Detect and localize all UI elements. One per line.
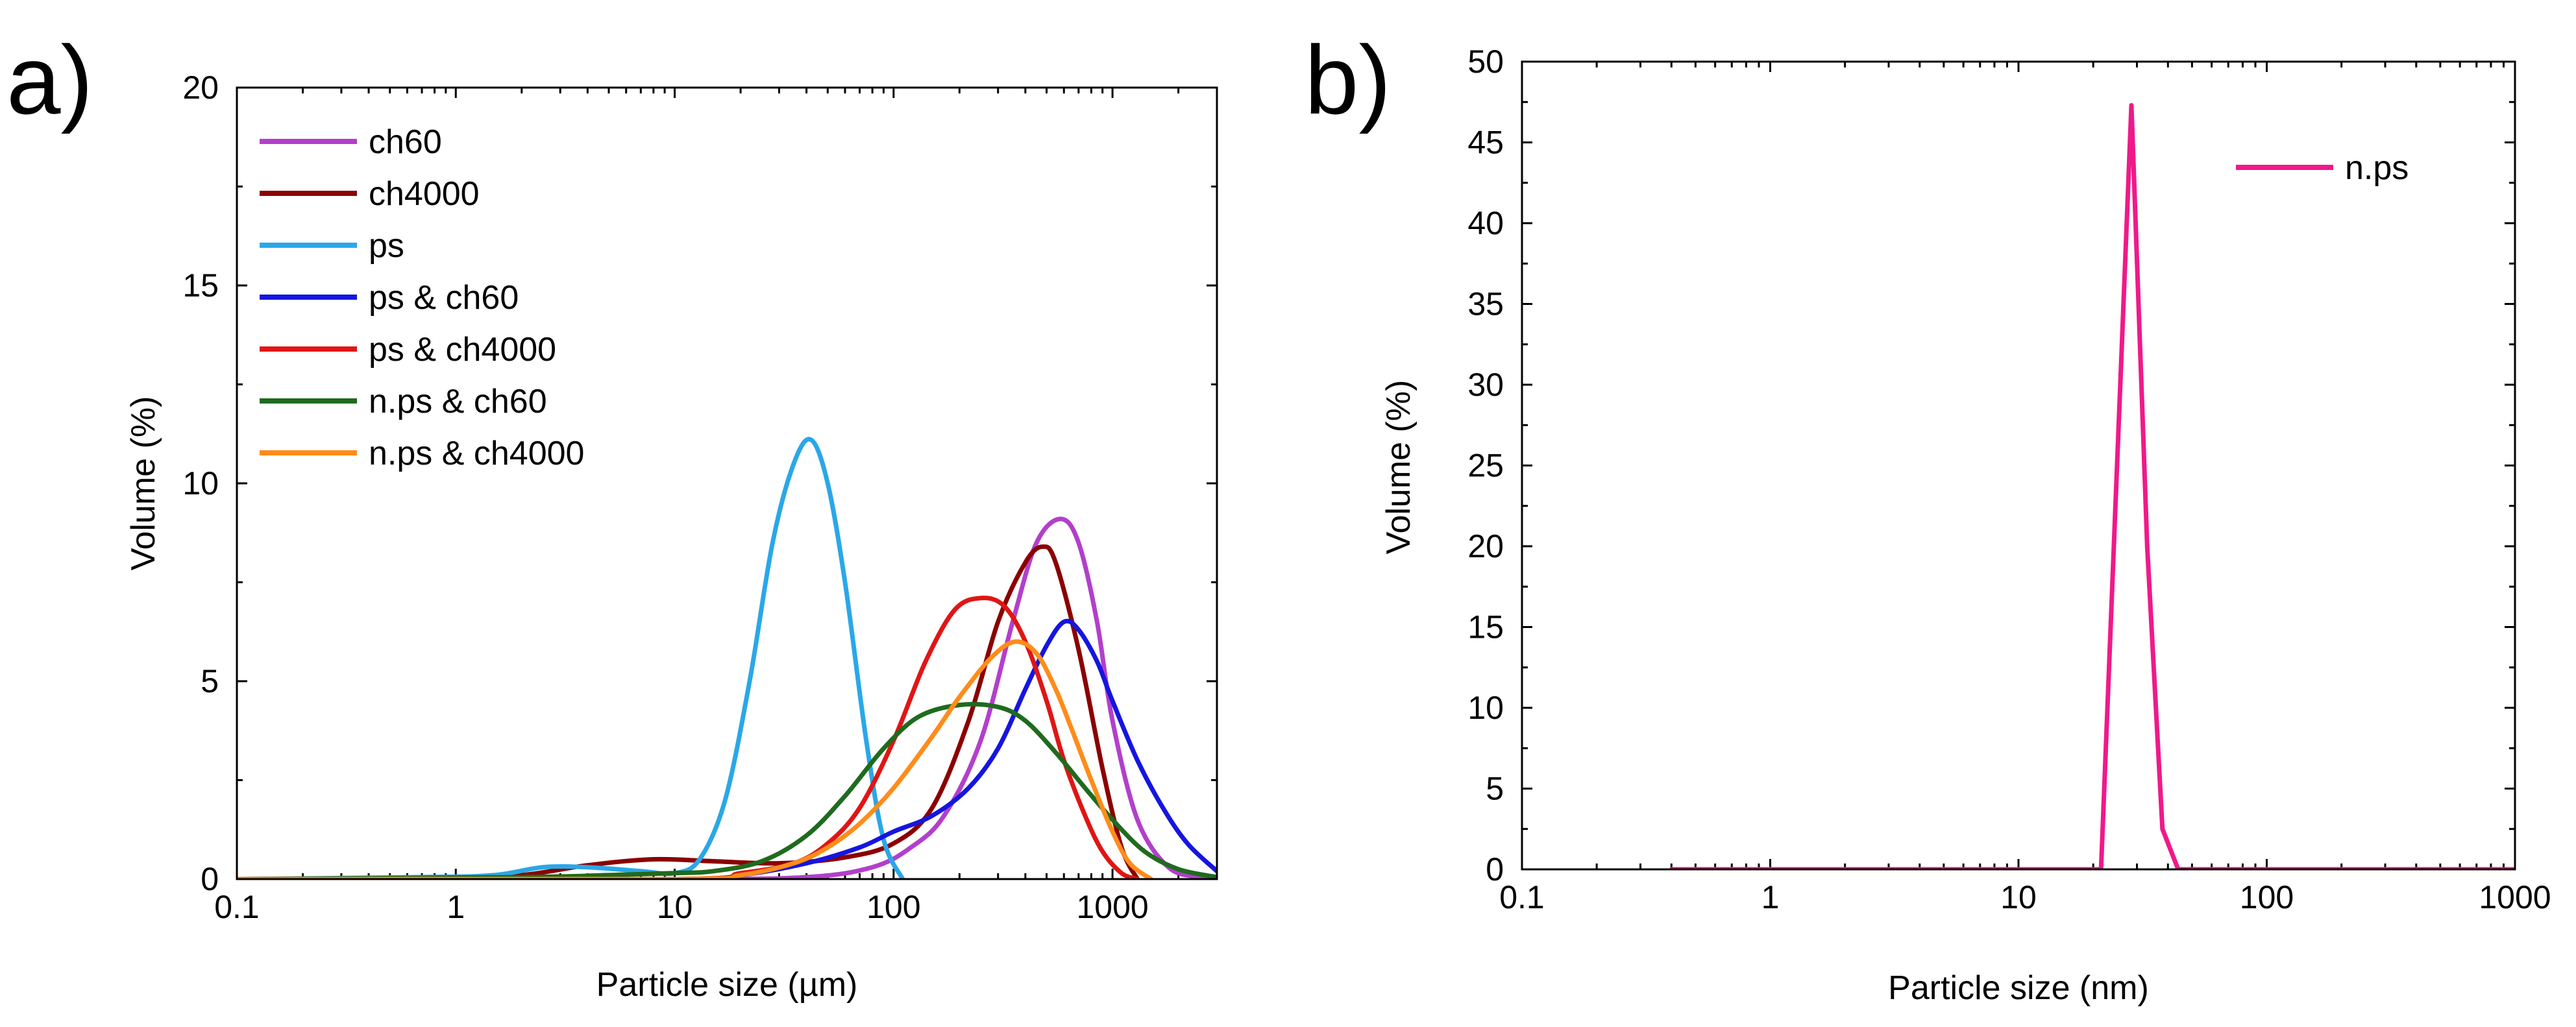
panel-b-x-tick-label: 100 xyxy=(2240,879,2294,915)
panel-b-y-tick-label: 15 xyxy=(1467,609,1504,646)
panel-a-legend-label-ps-and-ch60: ps & ch60 xyxy=(369,279,519,317)
panel-a-y-axis-title: Volume (%) xyxy=(125,396,162,571)
panel-a-y-tick-label: 10 xyxy=(182,465,219,501)
panel-a-x-axis-title: Particle size (µm) xyxy=(596,966,858,1004)
panel-a-series-n-ps-and-ch4000 xyxy=(237,639,1153,879)
panel-a-legend-label-n-ps-and-ch4000: n.ps & ch4000 xyxy=(369,435,584,472)
panel-a-x-tick-label: 10 xyxy=(657,889,693,925)
panel-b-x-tick-label: 1 xyxy=(1761,879,1780,915)
panel-a-legend-label-ch4000: ch4000 xyxy=(369,175,480,213)
panel-a: a) 0.1 1 10 100 1000 0 5 10 15 20 Particle size (… xyxy=(6,25,1218,1004)
panel-a-legend-label-ch60: ch60 xyxy=(369,123,442,161)
panel-b-y-tick-label: 0 xyxy=(1486,851,1504,888)
panel-b-series-n-ps xyxy=(1669,103,2515,869)
panel-a-legend-label-ps: ps xyxy=(369,227,404,265)
panel-a-y-tick-label: 20 xyxy=(182,69,219,106)
panel-a-x-tick-label: 1 xyxy=(447,889,465,925)
panel-b-y-axis-title: Volume (%) xyxy=(1380,380,1417,555)
panel-a-legend: ch60 ch4000 ps ps & ch60 ps & ch4000 n.ps & c… xyxy=(260,123,584,472)
panel-b-x-tick-label: 0.1 xyxy=(1499,879,1545,915)
panel-a-x-tick-label: 100 xyxy=(866,889,920,925)
panel-b-y-tick-label: 25 xyxy=(1467,448,1504,484)
panel-b-ticks: 0.1 1 10 100 1000 0 5 10 15 20 25 30 35 40 45 50 xyxy=(1467,43,2551,915)
panel-a-label: a) xyxy=(6,25,93,134)
panel-a-ticks: 0.1 1 10 100 1000 0 5 10 15 20 xyxy=(182,69,1217,925)
panel-b-y-tick-label: 30 xyxy=(1467,367,1504,403)
panel-a-series-ch60 xyxy=(237,516,1217,879)
panel-b-series xyxy=(1669,103,2515,869)
panel-b-y-tick-label: 35 xyxy=(1467,286,1504,322)
panel-b-y-tick-label: 50 xyxy=(1467,43,1504,80)
panel-b: b) 0.1 1 10 100 1000 0 5 10 15 20 25 30 35 40 45 50 Par… xyxy=(1305,25,2551,1007)
panel-a-legend-label-ps-and-ch4000: ps & ch4000 xyxy=(369,331,556,369)
panel-a-y-tick-label: 5 xyxy=(201,663,219,699)
panel-a-x-tick-label: 0.1 xyxy=(214,889,260,925)
panel-b-y-tick-label: 20 xyxy=(1467,528,1504,564)
panel-b-plot-frame xyxy=(1521,60,2516,871)
panel-b-legend-label-n-ps: n.ps xyxy=(2345,149,2409,187)
panel-b-y-tick-label: 40 xyxy=(1467,205,1504,241)
panel-a-series-ps-and-ch60 xyxy=(237,618,1217,879)
panel-b-y-tick-label: 10 xyxy=(1467,690,1504,726)
panel-a-series-ch4000 xyxy=(237,544,1140,879)
panel-a-y-tick-label: 0 xyxy=(201,861,219,897)
panel-b-y-tick-label: 5 xyxy=(1486,771,1504,807)
panel-b-x-axis-title: Particle size (nm) xyxy=(1888,969,2149,1007)
panel-b-x-tick-label: 10 xyxy=(2000,879,2037,915)
panel-a-series xyxy=(237,437,1217,879)
panel-b-label: b) xyxy=(1305,25,1391,134)
panel-b-y-tick-label: 45 xyxy=(1467,125,1504,161)
panel-b-legend: n.ps xyxy=(2236,149,2409,187)
panel-a-plot-frame xyxy=(236,86,1218,880)
panel-b-x-tick-label: 1000 xyxy=(2479,879,2551,915)
panel-a-y-tick-label: 15 xyxy=(182,267,219,304)
panel-a-legend-label-n-ps-and-ch60: n.ps & ch60 xyxy=(369,383,547,420)
panel-a-x-tick-label: 1000 xyxy=(1076,889,1148,925)
panel-a-series-ps xyxy=(237,437,905,879)
